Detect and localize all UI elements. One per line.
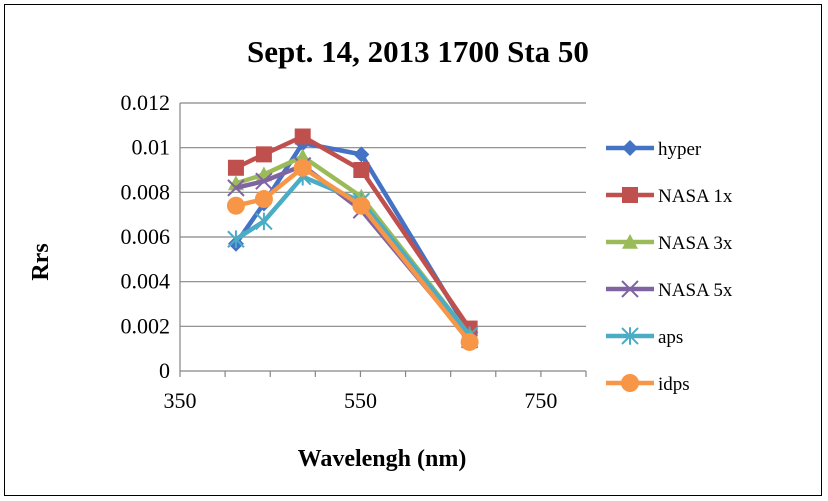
gridlines [180,102,586,327]
data-point [227,230,245,249]
data-point [352,196,371,215]
x-axis-title: Wavelengh (nm) [298,446,467,472]
data-point [227,179,245,197]
series-nasa-5x [227,156,479,349]
legend-marker [622,234,638,249]
legend-label: aps [658,327,683,348]
y-tick-label: 0.006 [121,224,171,249]
legend-marker [622,140,638,156]
series-nasa-3x [227,148,478,343]
data-point [255,212,273,231]
data-point [293,158,312,177]
y-axis-title: Rrs [28,243,54,280]
legend-item: NASA 3x [606,233,733,254]
chart-title: Sept. 14, 2013 1700 Sta 50 [247,34,589,69]
data-point [294,128,311,145]
legend-item: idps [606,374,690,395]
legend-marker [621,327,639,345]
y-tick-label: 0 [159,358,170,383]
series-line [235,154,472,337]
legend-marker [621,374,639,392]
chart-frame [4,4,822,496]
legend-label: hyper [658,139,702,160]
data-point [294,148,311,164]
y-tick-label: 0.002 [121,313,171,338]
data-point [254,190,273,209]
data-point [460,332,479,351]
legend-item: hyper [606,139,702,160]
y-tick-label: 0.012 [121,90,171,115]
legend-label: NASA 1x [658,186,733,207]
legend-marker [622,187,638,203]
data-point [353,162,370,178]
legend-item: NASA 1x [606,186,733,207]
legend-label: idps [658,374,690,395]
legend-item: NASA 5x [606,280,733,301]
legend: hyper NASA 1x NASA 3x NASA 5x aps idps [606,139,733,395]
x-tick-label: 550 [344,388,377,413]
legend-label: NASA 5x [658,280,733,301]
data-point [353,146,370,163]
series-idps [226,158,479,351]
x-tick-label: 750 [524,388,557,413]
legend-label: NASA 3x [658,233,733,254]
data-point [227,159,244,176]
legend-item: aps [606,327,683,348]
data-point [255,146,272,163]
legend-marker [621,280,639,298]
x-tick-label: 350 [164,388,197,413]
data-point [226,196,245,215]
y-tick-label: 0.01 [132,135,171,160]
data-point [255,172,273,190]
series-layer [226,128,479,351]
axes: 0 0.002 0.004 0.006 0.008 0.01 0.012 350 550 750 [121,90,587,413]
y-tick-label: 0.008 [121,179,171,204]
y-tick-label: 0.004 [121,269,171,294]
